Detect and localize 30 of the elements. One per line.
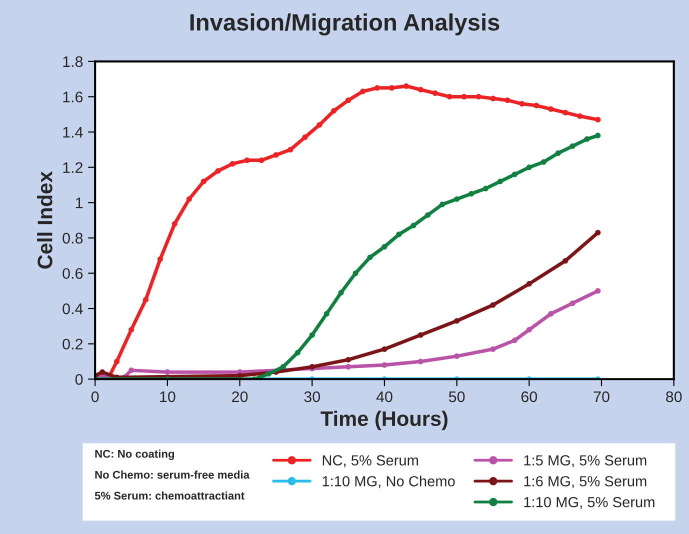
x-tick-label: 30: [304, 391, 320, 402]
y-tick-label: 1.2: [63, 162, 83, 173]
y-tick-label: 0: [75, 374, 83, 385]
legend-label: 1:6 MG, 5% Serum: [524, 476, 646, 488]
y-tick-label: 0.6: [62, 268, 83, 279]
x-tick-label: 70: [594, 391, 610, 402]
x-tick-label: 20: [232, 391, 248, 402]
y-tick-label: 0.8: [62, 232, 83, 244]
x-tick-label: 40: [376, 391, 392, 402]
x-tick-label: 60: [521, 391, 538, 402]
y-tick-label: 0.4: [62, 303, 83, 314]
legend-label: 1:10 MG, No Chemo: [322, 476, 455, 488]
y-tick-label: 1.8: [63, 56, 83, 68]
chart-title: Invasion/Migration Analysis: [190, 13, 500, 36]
x-axis-title: Time (Hours): [320, 410, 448, 430]
x-tick-label: 80: [666, 391, 682, 402]
legend-label: 1:10 MG, 5% Serum: [524, 496, 654, 510]
y-tick-label: 1.4: [63, 127, 83, 138]
legend-label: 1:5 MG, 5% Serum: [524, 455, 646, 468]
x-tick-label: 0: [91, 391, 99, 402]
text: 5% Serum: chemoattractiant: [94, 491, 244, 500]
legend-label: NC, 5% Serum: [322, 455, 418, 468]
y-tick-label: 1.6: [63, 92, 83, 102]
y-tick-label: 0.2: [62, 338, 83, 350]
x-tick-label: 50: [448, 391, 465, 402]
x-tick-label: 10: [160, 391, 176, 402]
y-tick-label: 1: [76, 198, 83, 208]
text: NC: No coating: [95, 450, 174, 460]
text: No Chemo: serum-free media: [95, 470, 250, 479]
y-axis-title: Cell Index: [37, 171, 52, 269]
